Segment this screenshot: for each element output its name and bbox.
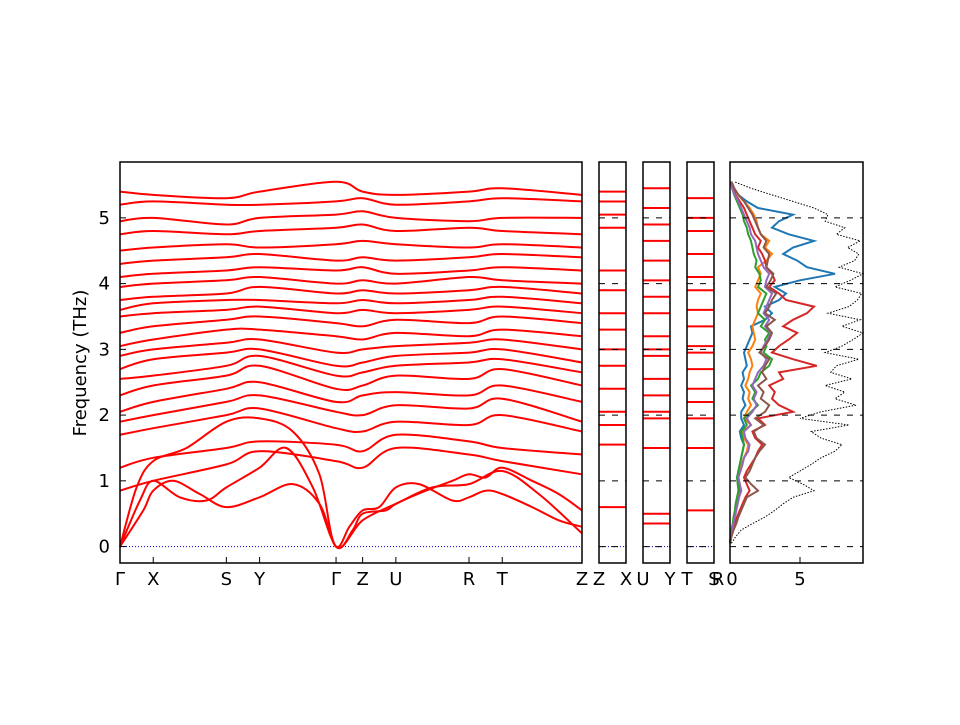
panel-frame <box>598 161 627 564</box>
band-line <box>119 180 583 200</box>
x-tick-label: S <box>708 569 719 590</box>
panel-frame <box>119 161 583 564</box>
band-line <box>119 364 583 397</box>
x-tick-label: X <box>620 569 632 590</box>
x-tick-label: Γ <box>115 569 125 590</box>
band-line <box>119 407 583 436</box>
band-line <box>119 305 583 318</box>
x-tick-label: Γ <box>331 569 341 590</box>
band-line <box>119 239 583 252</box>
dos-partial-line <box>729 181 774 544</box>
dos-partial-line <box>729 181 774 544</box>
band-line <box>119 275 583 288</box>
band-line <box>119 197 583 207</box>
x-tick-label: Y <box>664 569 677 590</box>
band-line <box>119 354 583 380</box>
dos-partial-line <box>729 181 818 544</box>
panel-frame <box>686 161 715 564</box>
y-tick-label: 3 <box>99 339 110 360</box>
y-tick-label: 0 <box>99 537 110 558</box>
band-line <box>119 315 583 334</box>
band-line <box>119 446 583 492</box>
panel-frame <box>642 161 671 564</box>
dos-partial-line <box>729 181 836 544</box>
acoustic-band-line <box>119 416 583 549</box>
x-tick-label: T <box>681 569 694 590</box>
acoustic-band-line <box>119 479 583 549</box>
x-tick-label: U <box>389 569 402 590</box>
band-line <box>119 223 583 236</box>
y-tick-label: 5 <box>99 208 110 229</box>
x-tick-label: Z <box>576 569 588 590</box>
dos-x-tick-label: 5 <box>794 569 805 590</box>
x-tick-label: Y <box>253 569 266 590</box>
band-line <box>119 210 583 226</box>
x-tick-label: Z <box>356 569 368 590</box>
band-line <box>119 380 583 413</box>
y-axis-label: Frequency (THz) <box>70 290 91 437</box>
x-tick-label: S <box>221 569 232 590</box>
x-tick-label: X <box>147 569 159 590</box>
band-line <box>119 347 583 371</box>
panel-frame <box>729 161 864 564</box>
x-tick-label: U <box>636 569 649 590</box>
band-line <box>119 266 583 278</box>
band-line <box>119 295 583 311</box>
dos-x-tick-label: 0 <box>726 569 737 590</box>
band-line <box>119 338 583 357</box>
y-tick-label: 1 <box>99 471 110 492</box>
y-tick-label: 2 <box>99 405 110 426</box>
x-tick-label: Z <box>593 569 605 590</box>
band-line <box>119 252 583 265</box>
band-line <box>119 327 583 348</box>
y-tick-label: 4 <box>99 274 110 295</box>
x-tick-label: T <box>496 569 509 590</box>
band-line <box>119 285 583 301</box>
x-tick-label: R <box>712 569 725 590</box>
x-tick-label: R <box>463 569 476 590</box>
band-line <box>119 394 583 423</box>
dos-partial-line <box>729 181 778 544</box>
band-line <box>119 433 583 469</box>
